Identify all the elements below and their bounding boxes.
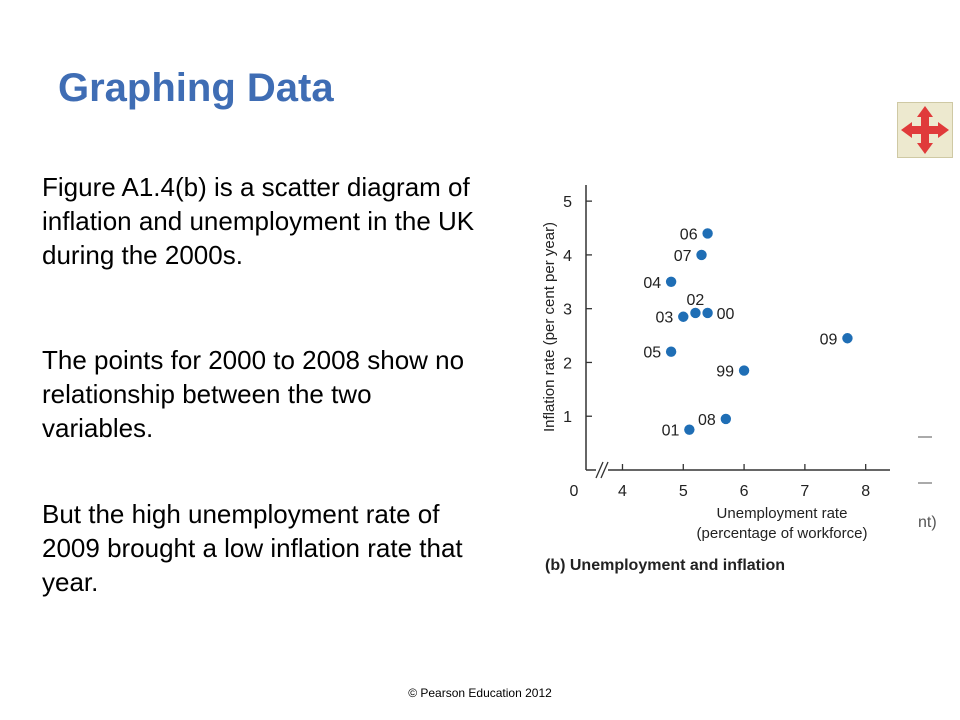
scatter-point-01 [684,424,695,435]
point-label-07: 07 [674,248,692,265]
x-tick-label: 7 [800,483,809,500]
point-label-04: 04 [643,275,661,292]
y-ticks: 1 2 3 4 5 [563,194,592,426]
paragraph-scatter-description: Figure A1.4(b) is a scatter diagram of i… [42,172,475,270]
x-tick-label: 6 [740,483,749,500]
slide-title: Graphing Data [58,66,334,110]
scatter-point-02 [690,307,701,319]
y-tick-label: 5 [563,194,572,211]
point-label-08: 08 [698,412,716,429]
scatter-point-00 [702,307,713,319]
scatter-point-03 [678,311,689,322]
point-label-01: 01 [662,423,680,440]
clipped-dash-2 [918,482,932,484]
paragraph-high-unemployment: But the high unemployment rate of 2009 b… [42,499,463,597]
scatter-point-04 [665,276,677,287]
scatter-point-99 [738,365,750,376]
scatter-chart: 4 5 6 7 8 1 2 3 4 5 0 Inflation rate (per cent p… [541,185,890,542]
point-label-09: 09 [820,331,838,348]
clipped-dash-1 [918,436,932,438]
y-tick-label: 1 [563,409,572,426]
y-axis-label: Inflation rate (per cent per year) [541,222,558,432]
paragraph-no-relationship: The points for 2000 to 2008 show no rela… [42,345,465,443]
x-tick-label: 8 [861,483,870,500]
x-ticks: 4 5 6 7 8 [618,464,870,500]
scatter-point-08 [720,413,732,425]
scatter-point-06 [702,228,713,239]
x-tick-label: 5 [679,483,688,500]
x-axis-sublabel: (percentage of workforce) [697,525,868,542]
y-tick-label: 3 [563,302,572,319]
x-origin-label: 0 [570,483,579,500]
point-label-05: 05 [643,345,661,362]
copyright-notice: © Pearson Education 2012 [408,686,552,700]
y-tick-label: 2 [563,355,572,372]
point-label-00: 00 [717,306,735,323]
point-label-03: 03 [655,310,673,327]
chart-caption: (b) Unemployment and inflation [545,557,785,574]
axis-break-mark [595,460,609,480]
navigation-button[interactable] [897,102,953,158]
chart-points: 99 00 01 02 03 04 05 06 07 08 09 [643,226,853,440]
x-axis-label: Unemployment rate [717,505,848,522]
x-tick-label: 4 [618,483,627,500]
point-label-99: 99 [716,364,734,381]
scatter-point-09 [842,333,853,344]
point-label-06: 06 [680,226,698,243]
point-label-02: 02 [687,292,705,309]
four-way-arrows-icon [901,106,949,154]
scatter-point-07 [696,249,707,261]
clipped-label-fragment: nt) [918,514,937,531]
y-tick-label: 4 [563,248,572,265]
scatter-point-05 [665,346,677,357]
